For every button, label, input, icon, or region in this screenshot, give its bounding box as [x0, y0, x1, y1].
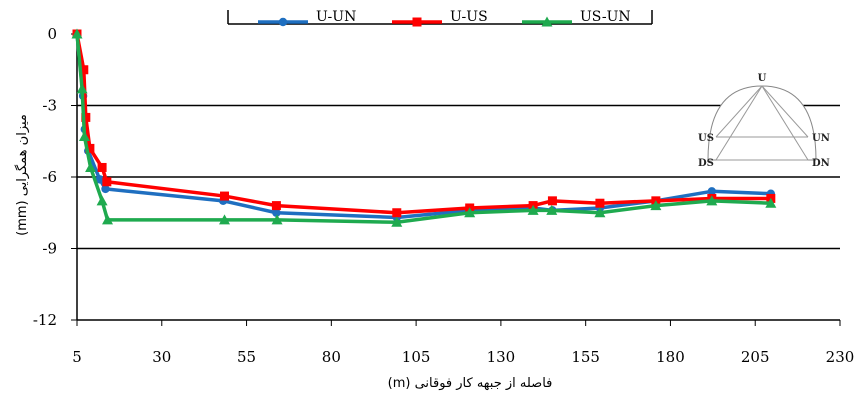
legend-swatch-marker-0 — [278, 17, 288, 27]
y-axis-title: میزان همگرایی (mm) — [14, 114, 30, 236]
grid-lines — [77, 104, 840, 250]
legend-label-2: US-UN — [580, 9, 631, 25]
x-tick-label-1: 30 — [152, 348, 171, 366]
measure-line-u-ds — [715, 85, 763, 161]
series-lines — [71, 28, 777, 227]
x-axis-title: فاصله از جبهه کار فوقانی (m) — [388, 376, 553, 391]
x-tick-label-3: 80 — [322, 348, 341, 366]
data-point-1-5 — [102, 177, 112, 187]
data-point-2-3 — [85, 161, 97, 172]
series-1 — [72, 29, 776, 218]
x-tick-label-6: 155 — [571, 348, 600, 366]
x-tick-label-7: 180 — [656, 348, 685, 366]
inset-label-dn: DN — [812, 158, 830, 169]
data-point-2-11 — [546, 204, 558, 215]
data-point-1-6 — [220, 191, 230, 201]
data-point-0-14 — [707, 187, 717, 196]
series-0 — [72, 29, 776, 222]
inset-label-un: UN — [812, 133, 830, 144]
data-point-1-7 — [271, 201, 281, 211]
legend-swatch-marker-2 — [541, 16, 553, 27]
x-tick-label-0: 5 — [72, 348, 82, 366]
data-point-2-4 — [96, 195, 108, 206]
y-tick-label-0: 0 — [47, 25, 57, 43]
data-point-2-14 — [706, 195, 718, 206]
measure-line-u-un — [761, 85, 809, 138]
data-point-2-2 — [78, 130, 90, 141]
data-point-1-2 — [81, 112, 91, 122]
data-point-2-5 — [102, 214, 114, 225]
legend-label-1: U-US — [450, 9, 488, 25]
legend: U-UN U-US US-UN — [227, 9, 653, 27]
measure-line-u-us — [715, 85, 763, 138]
data-point-2-1 — [76, 83, 88, 94]
x-tick-labels: 5 30 55 80 105 130 155 180 205 230 — [72, 320, 854, 366]
data-point-0-7 — [272, 208, 281, 217]
data-point-2-8 — [391, 216, 403, 227]
tunnel-inset-diagram: U US UN DS DN — [698, 73, 830, 169]
data-point-2-9 — [464, 207, 476, 218]
data-point-2-0 — [71, 28, 83, 39]
y-tick-labels: 0 -3 -6 -9 -12 — [33, 25, 77, 329]
measure-line-u-dn — [761, 85, 809, 161]
x-tick-label-5: 130 — [487, 348, 516, 366]
data-point-1-12 — [595, 198, 605, 208]
inset-label-ds: DS — [698, 158, 714, 169]
y-tick-label-2: -6 — [42, 168, 57, 186]
x-tick-label-8: 205 — [741, 348, 770, 366]
inset-label-us: US — [698, 133, 714, 144]
legend-label-0: U-UN — [316, 9, 356, 25]
data-point-2-13 — [650, 200, 662, 211]
y-tick-label-3: -9 — [42, 240, 57, 258]
inset-label-u: U — [758, 73, 767, 84]
data-point-1-11 — [547, 196, 557, 206]
series-line-2 — [75, 33, 771, 225]
data-point-1-3 — [85, 143, 95, 153]
series-line-1 — [75, 33, 771, 215]
data-point-2-7 — [271, 214, 283, 225]
tunnel-outline — [707, 85, 817, 161]
data-point-1-4 — [97, 162, 107, 172]
y-tick-label-1: -3 — [42, 97, 57, 115]
data-point-2-10 — [527, 204, 539, 215]
x-tick-label-9: 230 — [826, 348, 855, 366]
data-point-0-4 — [95, 175, 104, 184]
data-point-2-12 — [594, 207, 606, 218]
data-point-2-6 — [219, 214, 231, 225]
data-point-1-8 — [392, 208, 402, 218]
data-point-2-15 — [765, 197, 777, 208]
series-2 — [71, 28, 777, 227]
x-tick-label-2: 55 — [237, 348, 256, 366]
data-point-1-1 — [79, 65, 89, 75]
x-tick-label-4: 105 — [402, 348, 431, 366]
y-tick-label-4: -12 — [33, 311, 57, 329]
legend-swatch-marker-1 — [412, 17, 422, 27]
data-point-0-5 — [101, 184, 110, 194]
